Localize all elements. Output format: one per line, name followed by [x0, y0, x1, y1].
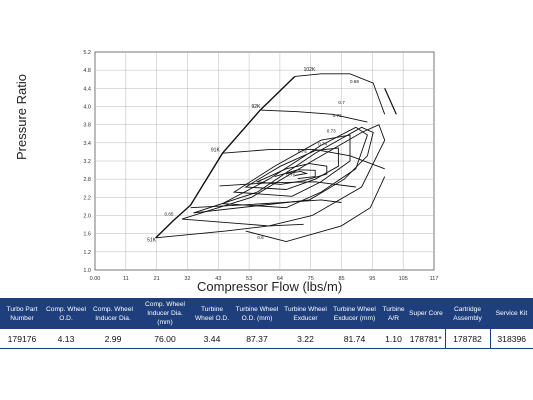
- speed-label: 92K: [251, 104, 261, 110]
- y-tick-label: 2.2: [83, 195, 91, 201]
- x-tick-label: 85: [338, 276, 344, 282]
- header-cartridge-assembly: Cartridge Assembly: [445, 298, 490, 329]
- efficiency-island: [255, 163, 328, 185]
- speed-line: [190, 199, 342, 209]
- efficiency-label: 0.76: [286, 173, 295, 178]
- x-tick-label: 105: [399, 276, 408, 282]
- spec-table-header-row: Turbo Part Number Comp. Wheel O.D. Comp.…: [0, 298, 533, 329]
- speed-lines: [155, 73, 397, 239]
- x-tick-label: 117: [430, 276, 439, 282]
- speed-line: [260, 109, 368, 123]
- x-tick-label: 32: [184, 276, 190, 282]
- efficiency-island: [232, 134, 351, 197]
- speed-label: 91K: [211, 148, 221, 154]
- efficiency-island: [181, 124, 386, 227]
- cell-turbo-part-number: 179176: [0, 329, 44, 349]
- grid: [94, 51, 435, 271]
- cell-turbine-wheel-od-mm: 87.37: [232, 329, 282, 349]
- y-tick-label: 5.2: [83, 50, 91, 56]
- header-comp-wheel-inducer-dia-mm: Comp. Wheel Inducer Dia. (mm): [138, 298, 192, 329]
- axis-ticks: 0.00 11 21 32 43 53 64 75 85 95 105 117 1.0 1.2 1.6 2.0…: [83, 50, 438, 282]
- header-turbine-wheel-od-mm: Turbine Wheel O.D. (mm): [232, 298, 282, 329]
- efficiency-label: 0.73: [327, 128, 336, 133]
- y-tick-label: 3.4: [83, 141, 91, 147]
- x-tick-label: 75: [308, 276, 314, 282]
- cell-comp-wheel-od: 4.13: [44, 329, 88, 349]
- curve-labels: 51K 91K 92K 102K 0.6 0.65 0.68 0.7 0.72 0.73 0.74 0…: [147, 67, 359, 243]
- y-tick-label: 2.0: [83, 214, 91, 220]
- cell-turbine-ar: 1.10: [380, 329, 407, 349]
- y-tick-label: 1.0: [83, 268, 91, 274]
- cell-turbine-wheel-exducer-mm: 81.74: [329, 329, 380, 349]
- header-turbine-wheel-exducer: Turbine Wheel Exducer: [282, 298, 329, 329]
- speed-line: [219, 181, 356, 188]
- x-tick-label: 64: [277, 276, 283, 282]
- efficiency-island: [245, 176, 386, 242]
- x-tick-label: 11: [123, 276, 129, 282]
- x-axis-label: Compressor Flow (lbs/m): [197, 279, 343, 294]
- speed-line: [222, 149, 385, 170]
- efficiency-label: 0.75: [298, 149, 307, 154]
- efficiency-island: [274, 169, 316, 180]
- header-comp-wheel-od: Comp. Wheel O.D.: [44, 298, 88, 329]
- table-row: 179176 4.13 2.99 76.00 3.44 87.37 3.22 8…: [0, 329, 533, 349]
- efficiency-label: 0.68: [350, 79, 359, 84]
- efficiency-island: [220, 126, 368, 209]
- choke-line: [384, 88, 397, 115]
- efficiency-label: 0.72: [333, 113, 342, 118]
- efficiency-label: 0.6: [257, 235, 264, 240]
- compressor-map-svg: 0.00 11 21 32 43 53 64 75 85 95 105 117 1.0 1.2 1.6 2.0…: [83, 50, 438, 282]
- efficiency-island: [286, 170, 309, 176]
- y-tick-label: 2.8: [83, 177, 91, 183]
- header-turbo-part-number: Turbo Part Number: [0, 298, 44, 329]
- surge-line: [155, 75, 296, 239]
- y-tick-label: 3.2: [83, 159, 91, 165]
- y-tick-label: 4.8: [83, 68, 91, 74]
- y-tick-label: 1.6: [83, 232, 91, 238]
- x-tick-label: 43: [215, 276, 221, 282]
- header-turbine-ar: Turbine A/R: [380, 298, 407, 329]
- compressor-map: 0.00 11 21 32 43 53 64 75 85 95 105 117 1.0 1.2 1.6 2.0…: [14, 50, 438, 294]
- speed-line: [294, 73, 386, 115]
- efficiency-island: [193, 126, 374, 214]
- y-tick-label: 1.2: [83, 250, 91, 256]
- cell-turbine-wheel-od: 3.44: [192, 329, 232, 349]
- spec-table: Turbo Part Number Comp. Wheel O.D. Comp.…: [0, 298, 533, 349]
- efficiency-islands: [181, 124, 386, 242]
- header-service-kit: Service Kit: [490, 298, 533, 329]
- cell-super-core: 178781*: [407, 329, 445, 349]
- x-tick-label: 95: [369, 276, 375, 282]
- header-turbine-wheel-exducer-mm: Turbine Wheel Exducer (mm): [329, 298, 380, 329]
- y-tick-label: 4.0: [83, 105, 91, 111]
- x-tick-label: 21: [154, 276, 160, 282]
- efficiency-label: 0.7: [338, 100, 345, 105]
- speed-label: 102K: [304, 67, 316, 73]
- header-comp-wheel-inducer-dia: Comp. Wheel Inducer Dia.: [88, 298, 138, 329]
- efficiency-island: [244, 147, 339, 190]
- y-axis-label: Pressure Ratio: [14, 74, 29, 160]
- header-super-core: Super Core: [407, 298, 445, 329]
- header-turbine-wheel-od: Turbine Wheel O.D.: [192, 298, 232, 329]
- cell-turbine-wheel-exducer: 3.22: [282, 329, 329, 349]
- cell-comp-wheel-inducer-dia: 2.99: [88, 329, 138, 349]
- y-tick-label: 4.4: [83, 86, 91, 92]
- x-tick-label: 53: [246, 276, 252, 282]
- cell-service-kit: 318396: [489, 329, 533, 349]
- cell-comp-wheel-inducer-dia-mm: 76.00: [138, 329, 192, 349]
- speed-line: [155, 223, 304, 239]
- x-tick-label: 0.00: [90, 276, 101, 282]
- efficiency-label: 0.65: [165, 212, 174, 217]
- speed-label: 51K: [147, 237, 157, 243]
- efficiency-label: 0.74: [318, 141, 327, 146]
- y-tick-label: 3.8: [83, 123, 91, 129]
- cell-cartridge-assembly: 178782: [444, 329, 490, 349]
